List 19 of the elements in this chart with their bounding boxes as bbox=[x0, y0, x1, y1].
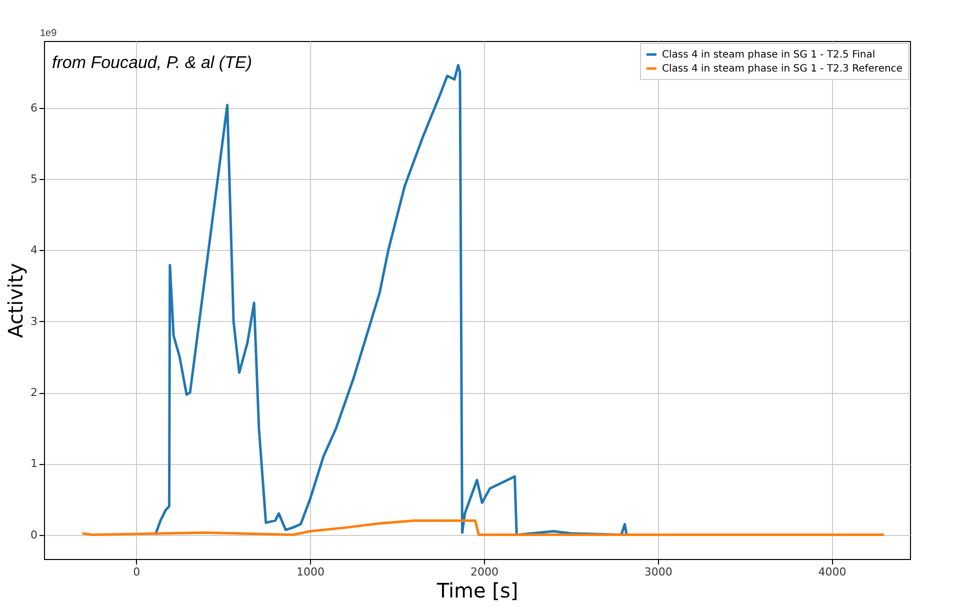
y-axis-title: Activity bbox=[4, 262, 28, 338]
x-tick-label: 0 bbox=[133, 566, 140, 578]
y-tick-label: 5 bbox=[30, 172, 38, 186]
annotation: from Foucaud, P. & al (TE) bbox=[52, 53, 252, 72]
x-tick-label: 2000 bbox=[470, 566, 498, 578]
y-tick-label: 3 bbox=[30, 314, 38, 328]
x-tick-label: 3000 bbox=[644, 566, 672, 578]
y-tick-label: 6 bbox=[30, 101, 38, 114]
x-tick-label: 4000 bbox=[818, 566, 846, 578]
y-tick-label: 2 bbox=[30, 386, 38, 399]
y-tick-label: 1 bbox=[30, 457, 38, 470]
line-series bbox=[81, 519, 886, 536]
legend-label: Class 4 in steam phase in SG 1 - T2.3 Reference bbox=[662, 64, 902, 74]
x-axis-title: Time [s] bbox=[436, 578, 518, 602]
legend-label: Class 4 in steam phase in SG 1 - T2.5 Final bbox=[662, 50, 876, 60]
text: 1e9 bbox=[40, 28, 58, 39]
x-tick-label: 1000 bbox=[296, 566, 325, 578]
y-tick-label: 4 bbox=[30, 244, 38, 257]
y-tick-label: 0 bbox=[30, 528, 38, 542]
